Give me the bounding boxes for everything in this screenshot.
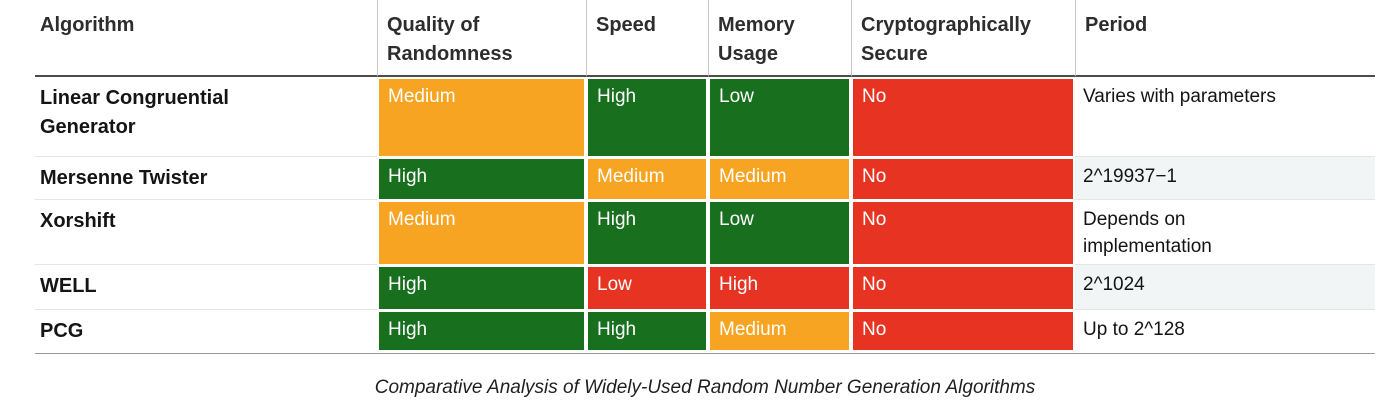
rating-cell-quality: Medium <box>377 200 586 266</box>
table-body: Linear Congruential Generator Medium High L… <box>35 77 1375 352</box>
rating-cell-memory: Medium <box>708 310 851 352</box>
table-row: Linear Congruential Generator Medium High L… <box>35 77 1375 157</box>
table-caption: Comparative Analysis of Widely-Used Rand… <box>374 377 1036 399</box>
rating-cell-speed: High <box>586 77 708 157</box>
period-cell: 2^1024 <box>1075 265 1375 311</box>
column-header-quality: Quality of Randomness <box>377 0 586 77</box>
rating-cell-memory: Medium <box>708 157 851 200</box>
table-header: Algorithm Quality of Randomness Speed Me… <box>35 0 1375 77</box>
table-bottom-border <box>35 353 1375 355</box>
rating-cell-quality: High <box>377 265 586 311</box>
rating-cell-speed: High <box>586 200 708 266</box>
rating-cell-memory: Low <box>708 200 851 266</box>
rating-cell-speed: Medium <box>586 157 708 200</box>
rating-cell-memory: High <box>708 265 851 311</box>
table-header-row: Algorithm Quality of Randomness Speed Me… <box>35 0 1375 77</box>
algorithm-name-cell: Mersenne Twister <box>35 157 377 200</box>
column-header-label: Algorithm <box>40 14 135 36</box>
algorithm-name: Mersenne Twister <box>40 167 208 189</box>
column-header-label: Cryptographically Secure <box>861 14 1032 65</box>
column-header-label: Speed <box>596 14 657 36</box>
column-header-algorithm: Algorithm <box>35 0 377 77</box>
algorithm-name: Linear Congruential Generator <box>40 87 229 138</box>
period-cell: Depends on implementation <box>1075 200 1375 266</box>
column-header-speed: Speed <box>586 0 708 77</box>
period-value: Depends on implementation <box>1083 209 1212 257</box>
algorithm-name-cell: PCG <box>35 310 377 352</box>
algorithm-name: Xorshift <box>40 210 116 232</box>
column-header-period: Period <box>1075 0 1375 77</box>
period-value: Varies with parameters <box>1083 86 1276 107</box>
period-value: 2^1024 <box>1083 274 1145 296</box>
table-row: PCG High High Medium No Up to 2^128 <box>35 310 1375 352</box>
rating-cell-speed: Low <box>586 265 708 311</box>
column-header-memory: Memory Usage <box>708 0 851 77</box>
rating-cell-crypto: No <box>851 77 1075 157</box>
rating-cell-quality: High <box>377 157 586 200</box>
table-row: Mersenne Twister High Medium Medium No 2^1993… <box>35 157 1375 200</box>
algorithm-name-cell: Linear Congruential Generator <box>35 77 377 157</box>
period-cell: Varies with parameters <box>1075 77 1375 157</box>
algorithm-name: PCG <box>40 320 84 343</box>
algorithm-name-cell: Xorshift <box>35 200 377 266</box>
period-cell: Up to 2^128 <box>1075 310 1375 352</box>
column-header-crypto: Cryptographically Secure <box>851 0 1075 77</box>
period-value: Up to 2^128 <box>1083 319 1185 341</box>
rating-cell-quality: Medium <box>377 77 586 157</box>
table-row: WELL High Low High No 2^1024 <box>35 265 1375 311</box>
period-cell: 2^19937−1 <box>1075 157 1375 200</box>
column-header-label: Period <box>1085 14 1148 36</box>
column-header-label: Memory Usage <box>718 14 795 65</box>
comparison-table: Algorithm Quality of Randomness Speed Me… <box>35 0 1375 352</box>
rating-cell-crypto: No <box>851 157 1075 200</box>
rating-cell-speed: High <box>586 310 708 352</box>
comparison-table-wrap: Algorithm Quality of Randomness Speed Me… <box>35 0 1375 352</box>
rating-cell-crypto: No <box>851 265 1075 311</box>
rating-cell-quality: High <box>377 310 586 352</box>
table-row: Xorshift Medium High Low No Depends on implem… <box>35 200 1375 266</box>
rating-cell-crypto: No <box>851 310 1075 352</box>
column-header-label: Quality of Randomness <box>387 14 513 65</box>
algorithm-name-cell: WELL <box>35 265 377 311</box>
rating-cell-crypto: No <box>851 200 1075 266</box>
period-value: 2^19937−1 <box>1083 166 1177 187</box>
rating-cell-memory: Low <box>708 77 851 157</box>
algorithm-name: WELL <box>40 275 97 298</box>
